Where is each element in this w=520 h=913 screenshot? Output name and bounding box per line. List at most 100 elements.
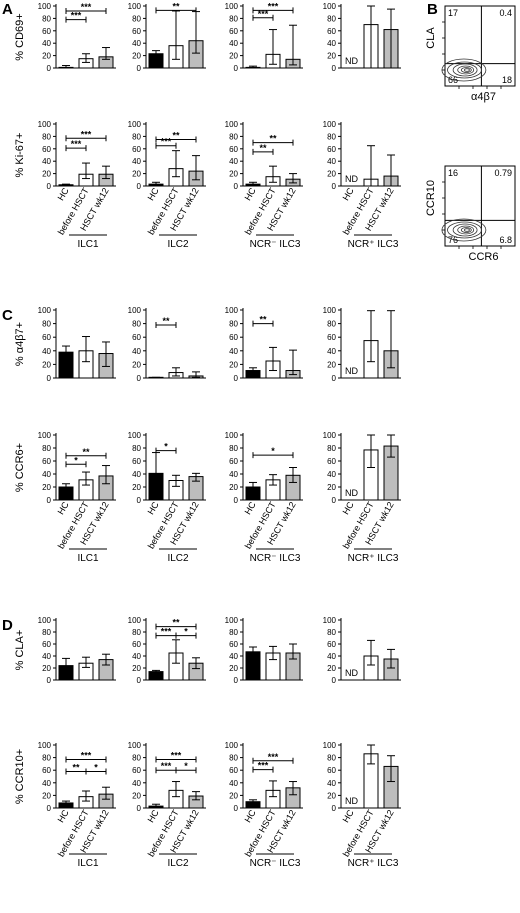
- panel-a-r1-g3-ytick-label: 0: [332, 182, 337, 191]
- panel-d-r1-g3-ytick-label: 100: [323, 741, 337, 750]
- panel-c-r0-g3-ytick-label: 0: [332, 374, 337, 383]
- panel-d-r1-g3-ytick-label: 20: [327, 791, 336, 800]
- panel-d-r1-g0-ytick-label: 80: [42, 754, 51, 763]
- panel-b-flow-0-contour-2: [452, 63, 478, 77]
- panel-a-ylabel-1: % Ki-67+: [14, 133, 26, 178]
- panel-c-r0-g1-ytick-label: 0: [137, 374, 142, 383]
- panel-c-r0-g3-ytick-label: 60: [327, 333, 336, 342]
- panel-a-r0-g0-ytick-label: 60: [42, 27, 51, 36]
- panel-d-r1-g1-sig-label-1: ***: [161, 761, 172, 771]
- panel-a-r1-g2-ytick-label: 0: [234, 182, 239, 191]
- panel-a-r0-g3-ytick-label: 0: [332, 64, 337, 73]
- panel-b-flow-0-contour-0: [441, 58, 487, 82]
- panel-d-r0-g2-ytick-label: 100: [225, 616, 239, 625]
- panel-a-r0-g3-ytick-label: 80: [327, 14, 336, 23]
- panel-letter-b: B: [427, 1, 438, 18]
- panel-d-r1-g1-sig-label-0: ***: [171, 750, 182, 760]
- panel-d-r0-g2-ytick-label: 0: [234, 676, 239, 685]
- panel-d-r0-g0-ytick-label: 80: [42, 628, 51, 637]
- panel-d-r1-g2-ytick-label: 20: [229, 791, 238, 800]
- panel-a-r1-g1-sig-label-0: **: [172, 131, 180, 141]
- panel-c-r1-g1-ytick-label: 0: [137, 496, 142, 505]
- panel-c-group-label-3: NCR⁺ ILC3: [348, 553, 399, 564]
- panel-b-flow-0-quadrant-tr: 0.4: [499, 8, 512, 18]
- panel-d-r1-g1-ytick-label: 0: [137, 804, 142, 813]
- panel-d-r0-g3-ytick-label: 40: [327, 652, 336, 661]
- panel-d-group-label-3: NCR⁺ ILC3: [348, 858, 399, 869]
- panel-d-r1-g3-nd-label: ND: [345, 796, 358, 806]
- panel-c-r1-g2-ytick-label: 0: [234, 496, 239, 505]
- panel-d-r1-g1-sig-label-2: *: [184, 761, 188, 771]
- panel-a-r0-g3-ytick-label: 40: [327, 39, 336, 48]
- panel-b-flow-0-quadrant-tl: 17: [448, 8, 458, 18]
- panel-d-r0-g1-ytick-label: 20: [132, 664, 141, 673]
- panel-a-r1-g1-ytick-label: 100: [128, 120, 142, 129]
- panel-c-r0-g2-ytick-label: 0: [234, 374, 239, 383]
- panel-b-flow-1-xlabel: CCR6: [469, 251, 499, 263]
- panel-b-flow-0-quadrant-bl: 66: [448, 75, 458, 85]
- panel-b-flow-1-contour-2: [452, 223, 478, 237]
- panel-d-r1-g2-ytick-label: 40: [229, 779, 238, 788]
- panel-a-r0-g1-ytick-label: 40: [132, 39, 141, 48]
- panel-d-r0-g3-subplot: 0 20 40 60 80 100 ND: [323, 616, 401, 685]
- panel-c-r0-g1-ytick-label: 40: [132, 347, 141, 356]
- panel-d-r0-g2-ytick-label: 20: [229, 664, 238, 673]
- panel-d-r1-g3-ytick-label: 40: [327, 779, 336, 788]
- panel-a-group-label-2: NCR⁻ ILC3: [250, 239, 301, 250]
- panel-a-r1-g3-ytick-label: 80: [327, 132, 336, 141]
- panel-b-flow-1-contour-1: [447, 221, 482, 239]
- panel-a-r0-g0-ytick-label: 100: [38, 2, 52, 11]
- panel-c-r1-g3-xtick-label-0: HC: [341, 500, 356, 517]
- panel-b-flow-0-xlabel: α4β7: [471, 91, 496, 103]
- panel-a-r1-g1-ytick-label: 60: [132, 145, 141, 154]
- panel-c-r1-g0-ytick-label: 80: [42, 444, 51, 453]
- panel-c-r1-g0-sig-label-0: **: [82, 447, 90, 457]
- panel-d-r1-g0-ytick-label: 0: [47, 804, 52, 813]
- panel-c-r1-g0-ytick-label: 20: [42, 483, 51, 492]
- panel-d-r0-g3-ytick-label: 20: [327, 664, 336, 673]
- panel-d-r0-g3-ytick-label: 60: [327, 640, 336, 649]
- panel-letter-a: A: [2, 1, 13, 18]
- panel-a-r0-g1-subplot: 0 20 40 60 80 100 **: [128, 1, 206, 73]
- panel-b-flow-0-contour-3: [457, 65, 475, 75]
- panel-d-r0-g0-ytick-label: 20: [42, 664, 51, 673]
- panel-d-r0-g1-sig-label-1: ***: [161, 627, 172, 637]
- panel-d-r0-g2-subplot: 0 20 40 60 80 100: [225, 616, 303, 685]
- panel-b-flow-0: 17 0.4 66 18 CLA α4β7: [425, 5, 516, 103]
- panel-a-ylabel-0: % CD69+: [14, 13, 26, 60]
- panel-d-r1-g2-sig-label-0: ***: [268, 752, 279, 762]
- panel-c-r1-g2-ytick-label: 60: [229, 457, 238, 466]
- panel-a-r0-g2-sig-label-1: ***: [258, 9, 269, 19]
- panel-a-r0-g2-subplot: 0 20 40 60 80 100 ******: [225, 1, 303, 73]
- panel-d-r1-g3-ytick-label: 0: [332, 804, 337, 813]
- panel-d-r1-g0-sig-label-1: **: [72, 762, 80, 772]
- panel-d-r1-g0-ytick-label: 100: [38, 741, 52, 750]
- panel-a-r1-g3-ytick-label: 100: [323, 120, 337, 129]
- panel-d-r0-g0-ytick-label: 100: [38, 616, 52, 625]
- panel-d-r1-g2-ytick-label: 60: [229, 766, 238, 775]
- panel-c-r0-g0-ytick-label: 100: [38, 306, 52, 315]
- panel-c-r1-g0-ytick-label: 40: [42, 470, 51, 479]
- panel-a-r1-g0-ytick-label: 100: [38, 120, 52, 129]
- panel-a-r1-g2-ytick-label: 20: [229, 170, 238, 179]
- panel-a-r0-g2-ytick-label: 100: [225, 2, 239, 11]
- panel-c-r1-g2-ytick-label: 80: [229, 444, 238, 453]
- panel-a-r0-g1-ytick-label: 100: [128, 2, 142, 11]
- panel-d-r0-g3-ytick-label: 100: [323, 616, 337, 625]
- panel-a-r1-g2-ytick-label: 100: [225, 120, 239, 129]
- panel-c-r0-g0-ytick-label: 0: [47, 374, 52, 383]
- panel-a-r1-g0-sig-label-1: ***: [71, 139, 82, 149]
- panel-c-group-label-1: ILC2: [167, 553, 189, 564]
- panel-a-r1-g2-sig-label-0: **: [269, 134, 277, 144]
- panel-c-r1-g1-ytick-label: 100: [128, 431, 142, 440]
- panel-b-flow-0-ylabel: CLA: [425, 27, 437, 49]
- panel-a-r1-g0-sig-label-0: ***: [81, 129, 92, 139]
- panel-c-r0-g0-ytick-label: 20: [42, 360, 51, 369]
- panel-a-r1-g0-ytick-label: 60: [42, 145, 51, 154]
- panel-d-r1-g2-xtick-label-0: HC: [243, 808, 258, 825]
- panel-a-r1-g1-ytick-label: 0: [137, 182, 142, 191]
